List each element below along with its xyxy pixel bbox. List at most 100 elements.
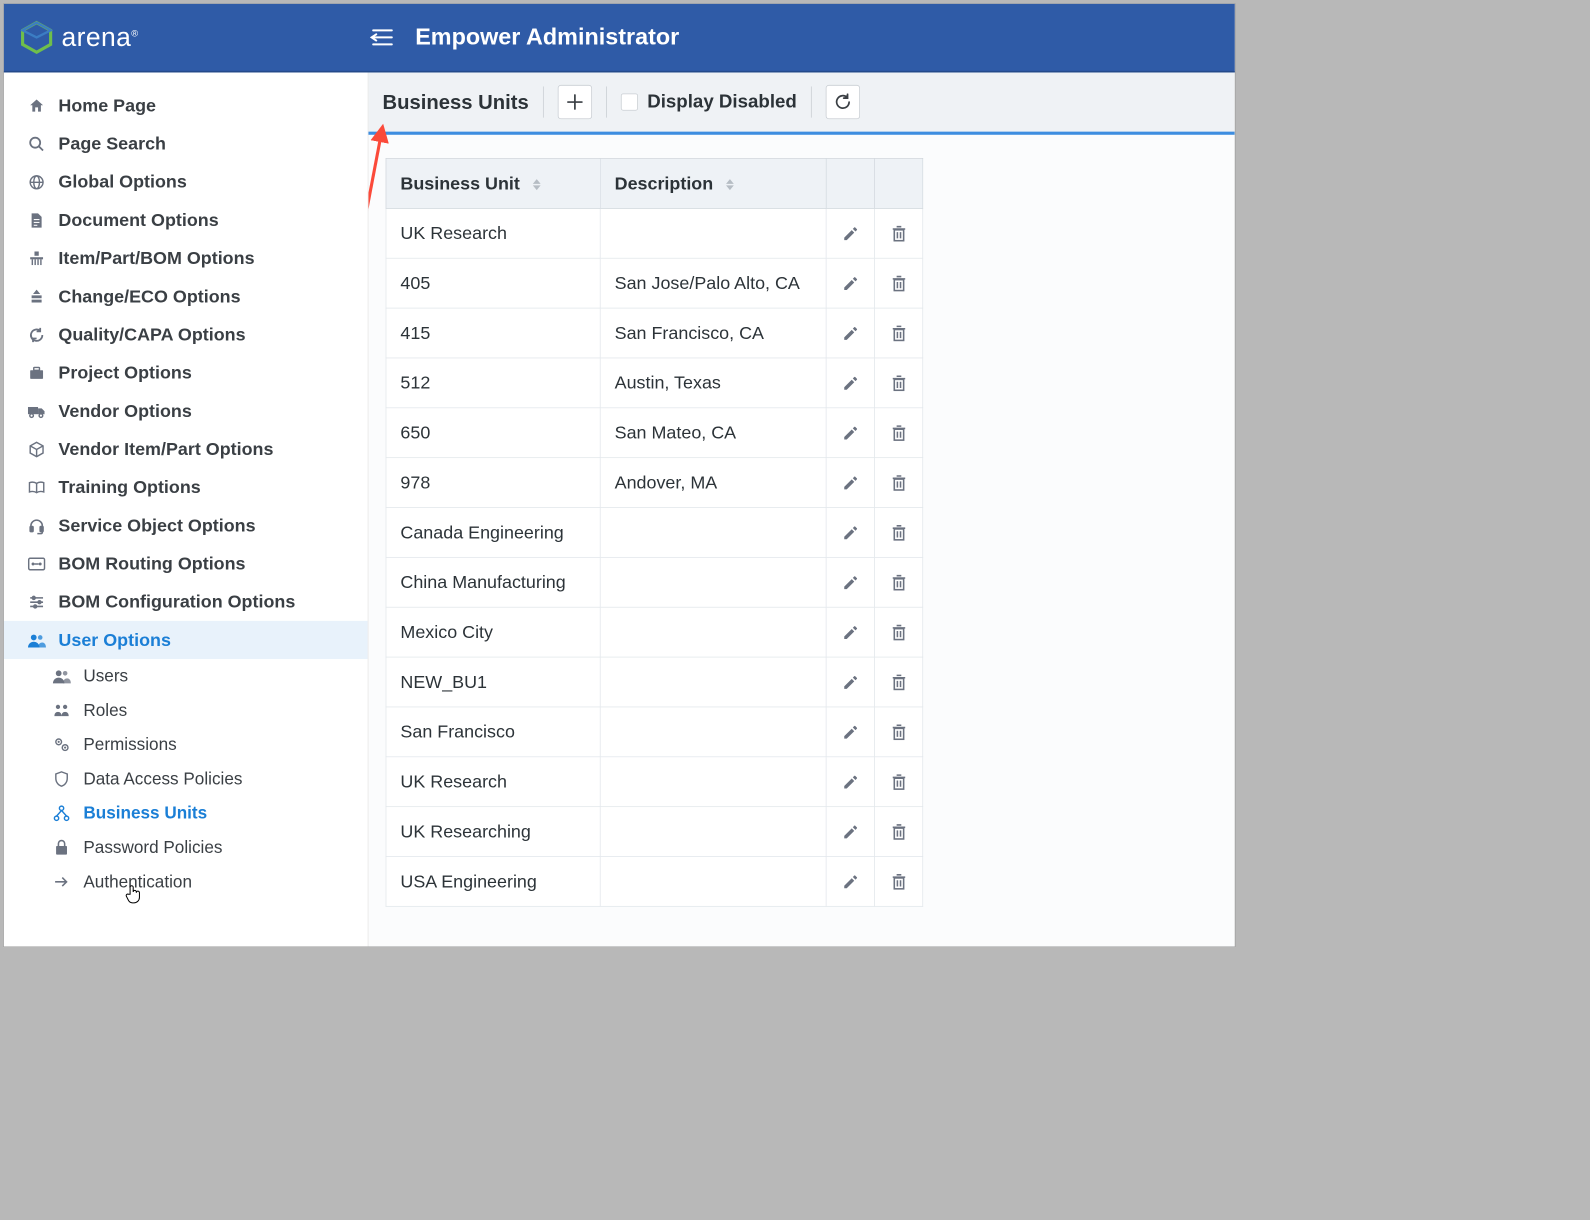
delete-button[interactable] — [875, 762, 923, 801]
delete-button[interactable] — [875, 812, 923, 851]
table-row: UK Researching — [386, 807, 923, 857]
sidebar-item-training-options[interactable]: Training Options — [4, 468, 368, 506]
sidebar-toggle-icon[interactable] — [370, 27, 393, 47]
delete-button[interactable] — [875, 613, 923, 652]
cell-description: San Mateo, CA — [600, 408, 826, 458]
delete-button[interactable] — [875, 413, 923, 452]
edit-button[interactable] — [827, 413, 875, 452]
delete-button[interactable] — [875, 663, 923, 702]
sidebar-item-home-page[interactable]: Home Page — [4, 86, 368, 124]
delete-button[interactable] — [875, 314, 923, 353]
edit-button[interactable] — [827, 513, 875, 552]
cell-business-unit: UK Researching — [386, 807, 600, 857]
delete-button[interactable] — [875, 214, 923, 253]
org-icon — [52, 804, 71, 823]
sidebar-item-label: Vendor Options — [58, 400, 191, 421]
sort-icon[interactable] — [533, 179, 541, 190]
sort-icon[interactable] — [726, 179, 734, 190]
delete-button[interactable] — [875, 563, 923, 602]
sliders-icon — [27, 592, 46, 611]
sidebar-item-label: Vendor Item/Part Options — [58, 439, 273, 460]
edit-button[interactable] — [827, 812, 875, 851]
sidebar-subitem-password-policies[interactable]: Password Policies — [52, 830, 367, 864]
sidebar-subitem-label: Permissions — [83, 735, 176, 755]
sidebar-item-page-search[interactable]: Page Search — [4, 125, 368, 163]
headset-icon — [27, 516, 46, 535]
sidebar-item-user-options[interactable]: User Options — [4, 621, 368, 659]
table-row: NEW_BU1 — [386, 657, 923, 707]
edit-button[interactable] — [827, 214, 875, 253]
sidebar-subitem-users[interactable]: Users — [52, 659, 367, 693]
edit-button[interactable] — [827, 762, 875, 801]
delete-button[interactable] — [875, 712, 923, 751]
sidebar-item-change-eco-options[interactable]: Change/ECO Options — [4, 277, 368, 315]
delete-button[interactable] — [875, 264, 923, 303]
globe-icon — [27, 173, 46, 192]
cell-description — [600, 657, 826, 707]
sidebar-item-item-part-bom-options[interactable]: Item/Part/BOM Options — [4, 239, 368, 277]
header: arena® Empower Administrator — [4, 4, 1235, 73]
table-row: 978Andover, MA — [386, 458, 923, 508]
sidebar-subitem-label: Data Access Policies — [83, 769, 242, 789]
users-icon — [52, 667, 71, 686]
sidebar-subitem-business-units[interactable]: Business Units — [52, 796, 367, 830]
sidebar-item-document-options[interactable]: Document Options — [4, 201, 368, 239]
cell-description — [600, 857, 826, 907]
sidebar-item-vendor-options[interactable]: Vendor Options — [4, 392, 368, 430]
edit-button[interactable] — [827, 862, 875, 901]
cell-business-unit: UK Research — [386, 757, 600, 807]
table-row: San Francisco — [386, 707, 923, 757]
cell-description — [600, 757, 826, 807]
search-icon — [27, 134, 46, 153]
cell-business-unit: NEW_BU1 — [386, 657, 600, 707]
delete-button[interactable] — [875, 463, 923, 502]
sidebar-subitem-authentication[interactable]: Authentication — [52, 865, 367, 899]
sidebar-item-vendor-item-part-options[interactable]: Vendor Item/Part Options — [4, 430, 368, 468]
sidebar-item-label: Change/ECO Options — [58, 286, 240, 307]
edit-button[interactable] — [827, 712, 875, 751]
display-disabled-toggle[interactable]: Display Disabled — [621, 91, 797, 113]
delete-button[interactable] — [875, 363, 923, 402]
edit-button[interactable] — [827, 264, 875, 303]
cell-business-unit: 415 — [386, 308, 600, 358]
table-row: 405San Jose/Palo Alto, CA — [386, 258, 923, 308]
sidebar-item-service-object-options[interactable]: Service Object Options — [4, 506, 368, 544]
sidebar-item-bom-routing-options[interactable]: BOM Routing Options — [4, 545, 368, 583]
cell-business-unit: 512 — [386, 358, 600, 408]
sidebar-item-quality-capa-options[interactable]: Quality/CAPA Options — [4, 315, 368, 353]
cell-business-unit: USA Engineering — [386, 857, 600, 907]
page-title: Empower Administrator — [415, 24, 679, 50]
main-panel: Business Units Display Disabled — [368, 72, 1234, 946]
edit-button[interactable] — [827, 363, 875, 402]
refresh-cycle-icon — [27, 325, 46, 344]
sidebar-item-project-options[interactable]: Project Options — [4, 354, 368, 392]
toolbar: Business Units Display Disabled — [368, 72, 1234, 134]
document-icon — [27, 211, 46, 230]
refresh-button[interactable] — [826, 85, 860, 119]
sidebar-subitem-roles[interactable]: Roles — [52, 693, 367, 727]
edit-button[interactable] — [827, 563, 875, 602]
edit-button[interactable] — [827, 663, 875, 702]
delete-button[interactable] — [875, 513, 923, 552]
cell-description: San Francisco, CA — [600, 308, 826, 358]
delete-button[interactable] — [875, 862, 923, 901]
cell-business-unit: 650 — [386, 408, 600, 458]
edit-button[interactable] — [827, 314, 875, 353]
sidebar-item-global-options[interactable]: Global Options — [4, 163, 368, 201]
column-header-description[interactable]: Description — [600, 159, 826, 209]
sidebar-item-label: Page Search — [58, 133, 166, 154]
checkbox-icon[interactable] — [621, 93, 638, 110]
column-header-business-unit[interactable]: Business Unit — [386, 159, 600, 209]
add-button[interactable] — [558, 85, 592, 119]
cell-description: Austin, Texas — [600, 358, 826, 408]
edit-button[interactable] — [827, 463, 875, 502]
cell-business-unit: San Francisco — [386, 707, 600, 757]
sidebar-subitem-permissions[interactable]: Permissions — [52, 728, 367, 762]
cell-description — [600, 807, 826, 857]
sidebar-item-label: Item/Part/BOM Options — [58, 248, 254, 269]
toolbar-title: Business Units — [382, 90, 528, 114]
logo-icon — [19, 20, 53, 54]
edit-button[interactable] — [827, 613, 875, 652]
sidebar-subitem-data-access-policies[interactable]: Data Access Policies — [52, 762, 367, 796]
sidebar-item-bom-configuration-options[interactable]: BOM Configuration Options — [4, 583, 368, 621]
